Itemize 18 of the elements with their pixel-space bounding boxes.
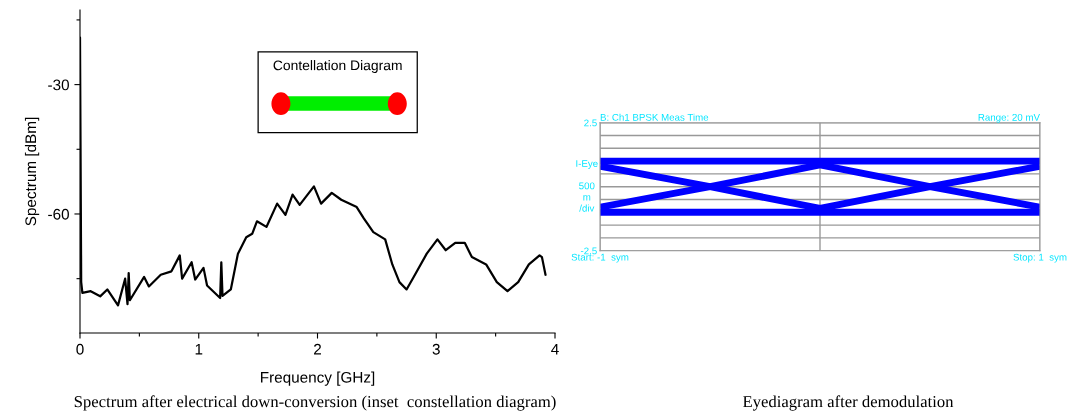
x-tick-label: 1 xyxy=(195,343,203,355)
text: I-Eye 500 m /div xyxy=(576,160,598,212)
x-axis-title: Frequency [GHz] xyxy=(261,371,375,386)
x-tick-label: 0 xyxy=(76,343,84,355)
text: Eyediagram after demodulation xyxy=(742,395,954,411)
x-tick-label: 3 xyxy=(432,343,440,355)
annotation: Contellation Diagram xyxy=(273,60,402,73)
y-tick-label: -60 xyxy=(48,208,69,220)
text: Spectrum after electrical down-conversion (inset constellation diagram) xyxy=(74,395,556,411)
y-tick-label: 2.5 xyxy=(584,119,597,127)
chart-title: B: Ch1 BPSK Meas Time xyxy=(600,113,709,121)
x-tick-label: Stop: 1 sym xyxy=(1013,253,1067,263)
y-axis-title: Spectrum [dBm] xyxy=(24,117,40,226)
x-tick-label: 4 xyxy=(551,343,559,355)
y-tick-label: -30 xyxy=(48,79,69,91)
chart-subtitle: Range: 20 mV xyxy=(978,113,1040,123)
x-tick-label: 2 xyxy=(314,343,321,355)
y-tick-label: -2.5 xyxy=(580,247,597,255)
